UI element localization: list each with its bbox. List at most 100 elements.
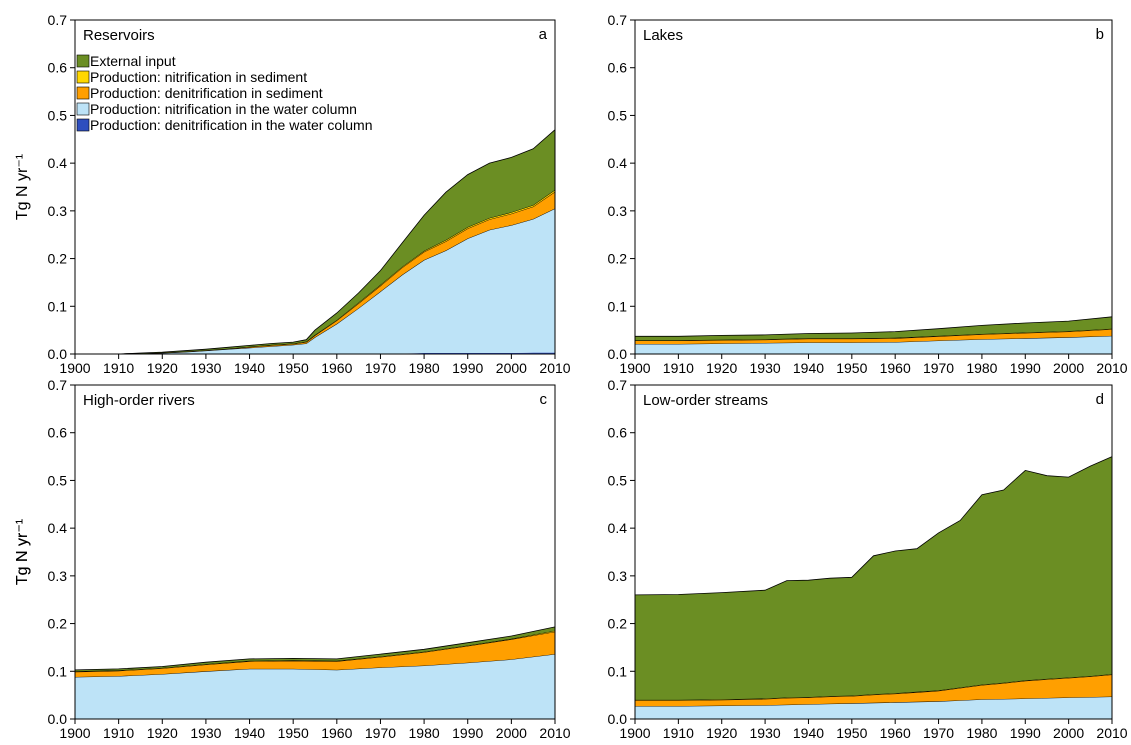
y-tick-label: 0.6	[48, 60, 68, 76]
x-tick-label: 1900	[619, 360, 650, 376]
y-tick-label: 0.3	[48, 203, 68, 219]
legend-swatch	[76, 102, 90, 116]
y-tick-label: 0.2	[608, 616, 628, 632]
x-tick-label: 1990	[452, 725, 483, 741]
x-tick-label: 1900	[619, 725, 650, 741]
y-tick-label: 0.6	[608, 60, 628, 76]
x-tick-label: 2000	[496, 725, 527, 741]
stacked-areas	[75, 129, 556, 355]
legend-label: Production: denitrification in sediment	[90, 85, 323, 101]
x-tick-label: 1950	[278, 725, 309, 741]
y-tick-label: 0.4	[48, 155, 68, 171]
y-tick-label: 0.1	[48, 298, 68, 314]
boundary-line-external-input	[635, 316, 1113, 337]
y-tick-label: 0.4	[608, 520, 628, 536]
y-tick-label: 0.6	[608, 425, 628, 441]
x-tick-label: 1910	[663, 725, 694, 741]
x-tick-label: 1980	[409, 360, 440, 376]
x-tick-label: 1970	[923, 360, 954, 376]
y-tick-label: 0.4	[48, 520, 68, 536]
x-tick-label: 1940	[793, 725, 824, 741]
x-tick-label: 2010	[1096, 725, 1127, 741]
y-tick-label: 0.5	[48, 107, 68, 123]
panel-letter: d	[1096, 391, 1104, 408]
y-tick-label: 0.1	[608, 298, 628, 314]
legend-swatch	[76, 54, 90, 68]
boundary-line-external-input	[74, 626, 556, 671]
x-tick-label: 2000	[496, 360, 527, 376]
x-tick-label: 1980	[409, 725, 440, 741]
x-tick-label: 1970	[923, 725, 954, 741]
y-tick-label: 0.3	[608, 568, 628, 584]
x-tick-label: 1940	[234, 360, 265, 376]
legend-swatch	[76, 70, 90, 84]
y-tick-label: 0.1	[608, 663, 628, 679]
x-tick-label: 1970	[365, 725, 396, 741]
y-tick-label: 0.1	[48, 663, 68, 679]
x-tick-label: 1960	[880, 360, 911, 376]
y-tick-label: 0.5	[48, 472, 68, 488]
x-tick-label: 2010	[1096, 360, 1127, 376]
stacked-areas	[74, 626, 556, 719]
x-tick-label: 2010	[539, 725, 570, 741]
y-axis-label: Tg N yr⁻¹	[14, 519, 31, 585]
x-tick-label: 2000	[1053, 725, 1084, 741]
panel-title: Reservoirs	[83, 27, 155, 44]
legend-label: Production: nitrification in the water c…	[90, 101, 357, 117]
legend-label: Production: nitrification in sediment	[90, 69, 307, 85]
legend-swatch	[76, 86, 90, 100]
plot-frame	[634, 384, 1113, 720]
panel-b: 1900 1910 1920 1930 1940 1950 1960 1970 1980 1990…	[608, 12, 1128, 376]
y-tick-label: 0.7	[48, 12, 68, 28]
x-tick-label: 1900	[59, 725, 90, 741]
y-tick-label: 0.6	[48, 425, 68, 441]
panel-title: Low-order streams	[643, 392, 768, 409]
x-tick-label: 1980	[966, 725, 997, 741]
y-tick-label: 0.3	[48, 568, 68, 584]
y-tick-label: 0.4	[608, 155, 628, 171]
x-tick-label: 1980	[966, 360, 997, 376]
x-tick-label: 1950	[836, 725, 867, 741]
area-external-input	[635, 456, 1112, 700]
panel-a: 1900 1910 1920 1930 1940 1950 1960 1970 1980 1990…	[14, 12, 571, 376]
area-nitrification-water	[635, 696, 1112, 719]
area-denitrification-sediment	[635, 329, 1112, 344]
x-tick-label: 1910	[103, 360, 134, 376]
area-nitrification-water	[75, 208, 555, 354]
y-tick-label: 0.7	[48, 377, 68, 393]
panel-c: 1900 1910 1920 1930 1940 1950 1960 1970 1980 1990…	[14, 377, 571, 741]
x-tick-label: 1940	[234, 725, 265, 741]
y-tick-label: 0.0	[48, 711, 68, 727]
y-tick-label: 0.7	[608, 12, 628, 28]
area-nitrification-water	[75, 654, 555, 719]
y-tick-label: 0.3	[608, 203, 628, 219]
y-tick-label: 0.2	[48, 616, 68, 632]
y-tick-label: 0.2	[48, 251, 68, 267]
panel-letter: c	[540, 391, 548, 408]
x-tick-label: 1900	[59, 360, 90, 376]
x-tick-label: 1910	[103, 725, 134, 741]
panel-title: High-order rivers	[83, 392, 195, 409]
x-tick-label: 1920	[147, 360, 178, 376]
x-tick-label: 1930	[750, 360, 781, 376]
x-tick-label: 1970	[365, 360, 396, 376]
x-tick-label: 1960	[880, 725, 911, 741]
y-tick-label: 0.7	[608, 377, 628, 393]
y-axis-label: Tg N yr⁻¹	[14, 154, 31, 220]
x-tick-label: 1950	[836, 360, 867, 376]
x-tick-label: 1990	[1010, 725, 1041, 741]
x-tick-label: 1930	[750, 725, 781, 741]
plot-frame	[634, 19, 1113, 355]
x-tick-label: 2010	[539, 360, 570, 376]
area-denitrification-sediment	[635, 674, 1112, 707]
x-tick-label: 1990	[1010, 360, 1041, 376]
y-tick-label: 0.5	[608, 472, 628, 488]
stacked-areas	[634, 456, 1113, 719]
x-tick-label: 1940	[793, 360, 824, 376]
plot-frame	[74, 19, 556, 355]
area-nitrification-water	[635, 335, 1112, 354]
x-tick-label: 1910	[663, 360, 694, 376]
x-tick-label: 1930	[190, 725, 221, 741]
boundary-line-external-input	[634, 456, 1113, 596]
